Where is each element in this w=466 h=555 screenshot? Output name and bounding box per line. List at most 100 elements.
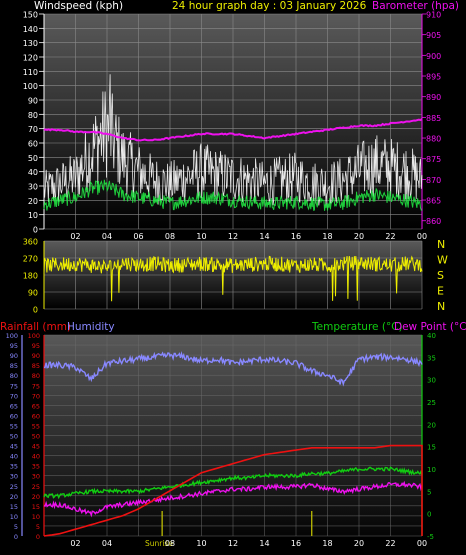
barometer-y-tick: 875	[426, 155, 441, 164]
chart-title: 24 hour graph day : 03 January 2026	[172, 0, 367, 12]
rain-y-tick: 0	[36, 533, 40, 541]
humidity-y-tick: 25	[10, 483, 18, 491]
wind-x-tick: 20	[354, 232, 364, 241]
rain-y-tick: 80	[32, 372, 40, 380]
humidity-y-tick: 5	[14, 523, 18, 531]
wind-y-tick: 10	[28, 211, 38, 220]
wind-x-tick: 12	[228, 232, 238, 241]
rain-x-tick: 04	[102, 539, 112, 548]
wind-y-tick: 70	[28, 125, 38, 134]
barometer-y-tick: 860	[426, 217, 441, 226]
compass-label: N	[437, 238, 445, 251]
rain-y-tick: 40	[32, 453, 40, 461]
rain-x-tick: 10	[196, 539, 206, 548]
humidity-y-tick: 80	[10, 372, 18, 380]
humidity-y-tick: 55	[10, 422, 18, 430]
barometer-y-tick: 885	[426, 114, 441, 123]
temperature-y-tick: 5	[427, 488, 431, 496]
wind-x-tick: 08	[165, 232, 175, 241]
wind-y-tick: 100	[23, 82, 38, 91]
temperature-y-tick: 25	[427, 399, 436, 407]
rain-y-tick: 60	[32, 412, 40, 420]
rain-x-tick: 12	[228, 539, 238, 548]
temperature-y-tick: -5	[427, 533, 434, 541]
barometer-y-tick: 895	[426, 73, 441, 82]
rain-y-tick: 65	[32, 402, 40, 410]
temperature-y-tick: 35	[427, 354, 436, 362]
humidity-y-tick: 50	[10, 433, 18, 441]
wind-y-tick: 80	[28, 111, 38, 120]
barometer-y-tick: 880	[426, 135, 441, 144]
humidity-y-tick: 0	[14, 533, 18, 541]
wind-y-tick: 0	[33, 226, 38, 235]
dewpoint-label: Dew Point (°C)	[394, 321, 466, 333]
rain-x-tick: 18	[322, 539, 332, 548]
direction-y-tick: 180	[23, 272, 38, 281]
humidity-y-tick: 90	[10, 352, 18, 360]
direction-y-tick: 0	[33, 306, 38, 315]
humidity-y-tick: 95	[10, 342, 18, 350]
wind-x-tick: 18	[322, 232, 332, 241]
compass-label: N	[437, 300, 445, 313]
barometer-label: Barometer (hpa)	[372, 0, 459, 12]
humidity-y-tick: 75	[10, 382, 18, 390]
compass-label: W	[437, 254, 448, 267]
wind-y-tick: 90	[28, 97, 38, 106]
rain-y-tick: 75	[32, 382, 40, 390]
windspeed-series-line	[43, 74, 423, 206]
rain-y-tick: 20	[32, 493, 40, 501]
windspeed-label: Windspeed (kph)	[34, 0, 123, 12]
direction-y-tick: 270	[23, 255, 38, 264]
wind-y-tick: 140	[23, 25, 38, 34]
humidity-y-tick: 100	[6, 332, 18, 340]
rain-x-tick: 16	[291, 539, 301, 548]
wind-y-tick: 130	[23, 39, 38, 48]
wind-y-tick: 30	[28, 183, 38, 192]
barometer-series-line	[43, 118, 423, 142]
barometer-y-tick: 890	[426, 93, 441, 102]
barometer-y-tick: 870	[426, 176, 441, 185]
temperature-label: Temperature (°C)	[311, 321, 403, 333]
direction-y-tick: 90	[28, 289, 38, 298]
rainfall-label: Rainfall (mm)	[0, 321, 71, 333]
rain-x-tick: 00	[417, 539, 427, 548]
rain-x-tick: 08	[165, 539, 175, 548]
wind-y-tick: 120	[23, 54, 38, 63]
wind-x-tick: 22	[385, 232, 395, 241]
barometer-y-tick: 865	[426, 197, 441, 206]
rain-y-tick: 45	[32, 443, 40, 451]
wind-average-series-line	[43, 179, 423, 212]
wind-y-tick: 110	[23, 68, 38, 77]
temperature-y-tick: 40	[427, 332, 436, 340]
humidity-y-tick: 65	[10, 402, 18, 410]
wind-x-tick: 06	[133, 232, 143, 241]
temperature-y-tick: 15	[427, 444, 436, 452]
rain-x-tick: 22	[385, 539, 395, 548]
humidity-series-line	[43, 351, 423, 387]
humidity-y-tick: 35	[10, 463, 18, 471]
rain-y-tick: 35	[32, 463, 40, 471]
wind-y-tick: 40	[28, 168, 38, 177]
wind-x-tick: 16	[291, 232, 301, 241]
compass-label: E	[437, 285, 444, 298]
rain-x-tick: Sunrise	[145, 539, 173, 548]
compass-label: S	[437, 269, 444, 282]
wind-y-tick: 50	[28, 154, 38, 163]
wind-y-tick: 60	[28, 140, 38, 149]
wind-y-tick: 20	[28, 197, 38, 206]
rain-y-tick: 70	[32, 392, 40, 400]
wind-x-tick: 00	[417, 232, 427, 241]
rain-y-tick: 30	[32, 473, 40, 481]
temperature-series-line	[43, 466, 423, 500]
rain-y-tick: 25	[32, 483, 40, 491]
barometer-y-tick: 905	[426, 31, 441, 40]
humidity-y-tick: 15	[10, 503, 18, 511]
wind-x-tick: 14	[259, 232, 269, 241]
rain-x-tick: 02	[70, 539, 80, 548]
wind-y-tick: 150	[23, 11, 38, 20]
wind-x-tick: 10	[196, 232, 206, 241]
rain-y-tick: 95	[32, 342, 40, 350]
humidity-y-tick: 30	[10, 473, 18, 481]
humidity-y-tick: 40	[10, 453, 18, 461]
rain-y-tick: 15	[32, 503, 40, 511]
